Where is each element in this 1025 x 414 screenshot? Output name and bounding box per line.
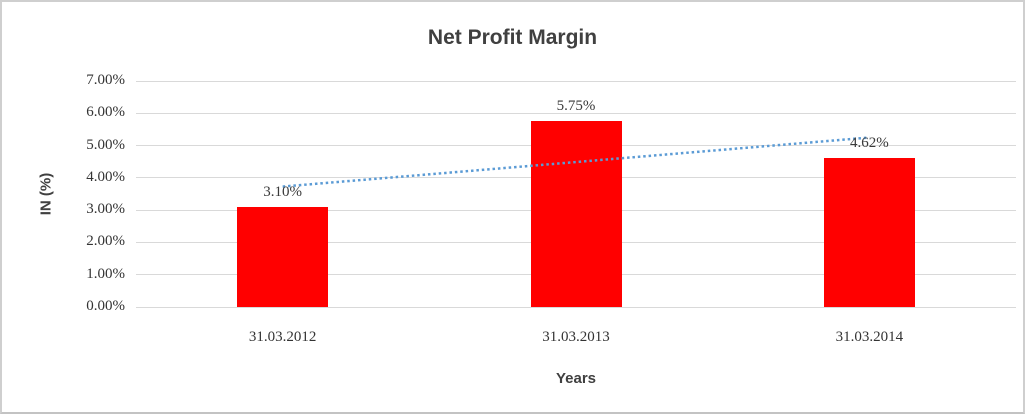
y-tick-label: 3.00% [86, 201, 125, 218]
bar [823, 157, 915, 307]
gridline [136, 80, 1016, 82]
x-tick-label: 31.03.2012 [248, 329, 317, 345]
data-label: 4.62% [849, 134, 889, 151]
gridline [136, 306, 1016, 308]
data-label: 5.75% [556, 98, 596, 115]
plot-area [136, 80, 1016, 308]
x-axis-title: Years [555, 370, 597, 387]
data-label: 3.10% [263, 183, 303, 200]
bar [530, 121, 622, 307]
x-tick-label: 31.03.2014 [835, 329, 904, 345]
x-tick-label: 31.03.2013 [542, 329, 610, 345]
gridline [136, 112, 1016, 114]
y-tick-label: 6.00% [86, 104, 125, 121]
y-tick-label: 2.00% [86, 233, 125, 250]
y-tick-label: 5.00% [86, 136, 125, 153]
y-tick-label: 7.00% [86, 72, 125, 88]
y-tick-label: 1.00% [86, 265, 125, 282]
y-axis-title: IN (%) [37, 172, 55, 216]
trendline [282, 136, 870, 188]
bar [237, 206, 329, 307]
chart-title: Net Profit Margin [427, 26, 598, 49]
trendline-path [282, 136, 870, 188]
y-tick-label: 0.00% [86, 298, 125, 314]
y-tick-label: 4.00% [86, 168, 125, 185]
